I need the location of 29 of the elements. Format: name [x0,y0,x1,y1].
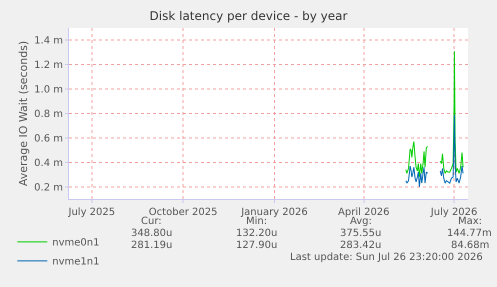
text: Avg: [350,216,372,227]
text: Cur: [141,216,162,227]
y-tick-label: 0.4 m [34,158,63,169]
x-tick-label: July 2025 [68,207,116,218]
text: 348.80u [131,228,172,239]
y-tick-label: 1.0 m [34,84,63,96]
text: 375.55u [340,228,382,239]
text: 132.20u [236,228,278,239]
text: Max: [458,216,482,227]
text: 127.90u [236,240,278,251]
y-tick-label: 0.6 m [34,133,63,144]
chart-title: Disk latency per device - by year [150,9,348,24]
text: 283.42u [340,240,382,251]
y-tick-label: 1.4 m [34,36,63,47]
legend-label: nvme0n1 [52,238,100,249]
legend-label: nvme1n1 [52,256,100,268]
x-tick-label: January 2026 [240,207,308,218]
y-tick-label: 0.8 m [34,109,63,120]
text: 281.19u [131,240,172,251]
x-tick-label: October 2025 [148,207,218,218]
x-tick-label: July 2026 [430,207,478,218]
y-tick-label: 1.2 m [34,60,63,72]
y-axis-title: Average IO Wait (seconds) [16,40,30,186]
text: 144.77m [447,228,492,239]
y-tick-label: 0.2 m [34,182,63,194]
text: Last update: Sun Jul 26 23:20:00 2026 [290,252,483,263]
text: Min: [246,216,268,227]
x-tick-label: April 2026 [338,207,390,218]
text: 84.68m [451,240,490,251]
